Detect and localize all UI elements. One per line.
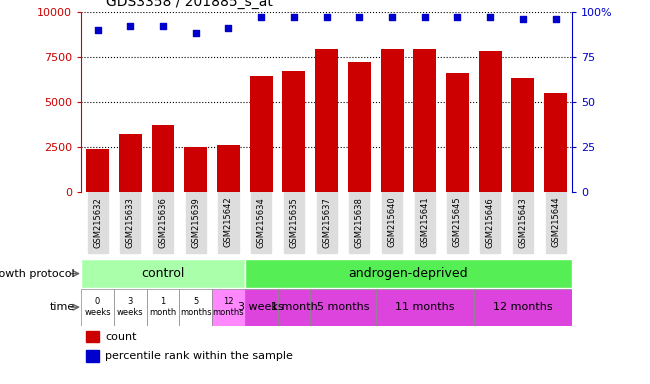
Bar [479, 51, 502, 192]
Bar [217, 145, 240, 192]
Text: 1 month: 1 month [270, 302, 317, 312]
Bar [81, 289, 114, 326]
Bar [86, 331, 99, 343]
Bar [119, 134, 142, 192]
Text: time: time [49, 302, 75, 312]
Point [518, 16, 528, 22]
Bar [474, 289, 572, 326]
Bar [446, 73, 469, 192]
Bar [212, 289, 245, 326]
Text: control: control [141, 267, 185, 280]
Bar [114, 289, 147, 326]
Text: 5 months: 5 months [317, 302, 369, 312]
Point [485, 14, 495, 20]
Text: 3 weeks: 3 weeks [239, 302, 284, 312]
Bar [179, 289, 212, 326]
Bar [310, 289, 376, 326]
Bar [283, 71, 306, 192]
Point [452, 14, 463, 20]
Point [387, 14, 397, 20]
Bar [151, 125, 174, 192]
Text: 12 months: 12 months [493, 302, 552, 312]
Bar [512, 78, 534, 192]
Point [256, 14, 266, 20]
Bar [348, 62, 370, 192]
Text: 12
months: 12 months [213, 298, 244, 317]
Bar [86, 351, 99, 362]
Text: 11 months: 11 months [395, 302, 454, 312]
Bar [147, 289, 179, 326]
Point [321, 14, 332, 20]
Text: count: count [105, 331, 136, 341]
Point [92, 26, 103, 33]
Text: 3
weeks: 3 weeks [117, 298, 144, 317]
Point [420, 14, 430, 20]
Bar [315, 50, 338, 192]
Point [158, 23, 168, 29]
Bar [86, 149, 109, 192]
Text: 5
months: 5 months [180, 298, 211, 317]
Point [289, 14, 299, 20]
Bar [381, 50, 404, 192]
Bar [245, 259, 572, 288]
Text: growth protocol: growth protocol [0, 268, 75, 279]
Bar [376, 289, 474, 326]
Bar [278, 289, 310, 326]
Point [190, 30, 201, 36]
Point [354, 14, 365, 20]
Text: 1
month: 1 month [150, 298, 177, 317]
Bar [245, 289, 278, 326]
Bar [81, 259, 245, 288]
Point [224, 25, 234, 31]
Text: androgen-deprived: androgen-deprived [348, 267, 468, 280]
Bar [185, 147, 207, 192]
Point [551, 16, 561, 22]
Bar [413, 50, 436, 192]
Point [125, 23, 135, 29]
Bar [544, 93, 567, 192]
Text: 0
weeks: 0 weeks [84, 298, 111, 317]
Text: percentile rank within the sample: percentile rank within the sample [105, 351, 293, 361]
Text: GDS3358 / 201885_s_at: GDS3358 / 201885_s_at [106, 0, 272, 9]
Bar [250, 76, 272, 192]
